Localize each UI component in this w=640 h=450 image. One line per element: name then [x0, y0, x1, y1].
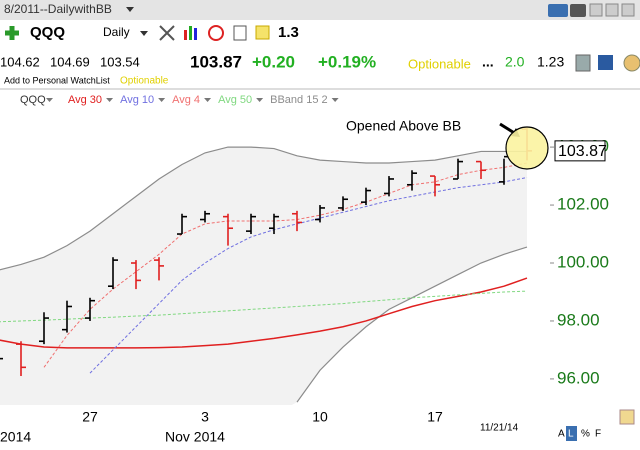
- beta: 1.23: [537, 54, 564, 70]
- highlight-circle: [505, 126, 549, 170]
- footer-button[interactable]: L: [568, 429, 574, 440]
- band-fill: [0, 147, 527, 405]
- rating: 2.0: [505, 54, 525, 70]
- bars-icon[interactable]: [194, 28, 197, 40]
- x-tick-label: 27: [82, 409, 98, 425]
- add-icon[interactable]: [5, 26, 19, 40]
- month-label: 2014: [0, 429, 31, 445]
- s-button[interactable]: [548, 4, 568, 17]
- low: 103.54: [100, 54, 140, 69]
- y-tick-label: 102.00: [557, 195, 609, 214]
- db-icon[interactable]: [575, 54, 591, 72]
- min-button[interactable]: [589, 3, 603, 17]
- open: 104.62: [0, 54, 40, 69]
- ma-line: [89, 177, 528, 374]
- legend-arrow: [331, 98, 339, 102]
- legend-entry: BBand 15 2: [270, 94, 328, 106]
- footer-button[interactable]: %: [581, 429, 590, 440]
- period[interactable]: Daily: [103, 25, 130, 39]
- draw-icon[interactable]: [619, 409, 635, 425]
- dropdown-arrow[interactable]: [140, 31, 148, 36]
- max-button[interactable]: [605, 3, 619, 17]
- change: +0.20: [252, 52, 295, 71]
- legend-arrow: [204, 98, 212, 102]
- watchlist[interactable]: Add to Personal WatchList: [4, 75, 110, 85]
- l-highlight: [566, 426, 577, 441]
- legend-entry: Avg 30: [68, 94, 102, 106]
- legend-entry: Avg 4: [172, 94, 200, 106]
- legend-entry: Avg 10: [120, 94, 154, 106]
- note-icon[interactable]: [233, 25, 247, 41]
- close-button[interactable]: [621, 3, 635, 17]
- alarm-icon[interactable]: [208, 25, 224, 41]
- legend-arrow: [158, 98, 166, 102]
- legend-arrow: [256, 98, 264, 102]
- ellipsis[interactable]: ...: [482, 54, 494, 70]
- t-button[interactable]: [570, 4, 586, 17]
- palette-icon[interactable]: [623, 54, 640, 72]
- annotation: Opened Above BB: [346, 118, 461, 134]
- legend-symbol[interactable]: QQQ: [20, 94, 46, 106]
- legend-arrow: [46, 98, 53, 102]
- x-tick-label: 3: [201, 409, 209, 425]
- dropdown-arrow[interactable]: [126, 7, 134, 12]
- plot: [0, 127, 532, 405]
- footer-button[interactable]: F: [595, 429, 601, 440]
- legend-entry: Avg 50: [218, 94, 252, 106]
- high: 104.69: [50, 54, 90, 69]
- title-bar: [0, 0, 640, 20]
- last: 103.87: [190, 52, 242, 71]
- ma-line: [0, 277, 528, 349]
- save-icon[interactable]: [598, 55, 613, 70]
- date-label: 11/21/14: [480, 423, 519, 434]
- layout-name[interactable]: 8/2011--DailywithBB: [4, 2, 112, 16]
- price-box-label: 103.87: [558, 143, 607, 160]
- band-line: [296, 246, 528, 403]
- zoom: 1.3: [278, 24, 299, 41]
- ma-line: [43, 162, 528, 368]
- price-box: [554, 140, 606, 162]
- y-tick-label: 98.00: [557, 310, 600, 329]
- change-pct: +0.19%: [318, 52, 376, 71]
- legend-arrow: [106, 98, 114, 102]
- month-label: Nov 2014: [165, 429, 225, 445]
- band-line: [0, 146, 527, 271]
- x-tick-label: 10: [312, 409, 328, 425]
- bars-icon[interactable]: [189, 26, 192, 40]
- x-tick-label: 17: [427, 409, 443, 425]
- optionable-small: Optionable: [120, 76, 169, 87]
- sticky-icon[interactable]: [255, 25, 270, 40]
- bars-icon[interactable]: [184, 30, 187, 40]
- y-tick-label: 96.00: [557, 368, 600, 387]
- ma-line: [0, 290, 528, 323]
- optionable: Optionable: [408, 56, 471, 71]
- y-tick-label: 100.00: [557, 252, 609, 271]
- tools-icon[interactable]: [159, 25, 175, 41]
- footer-button[interactable]: A: [558, 429, 565, 440]
- symbol[interactable]: QQQ: [30, 24, 65, 41]
